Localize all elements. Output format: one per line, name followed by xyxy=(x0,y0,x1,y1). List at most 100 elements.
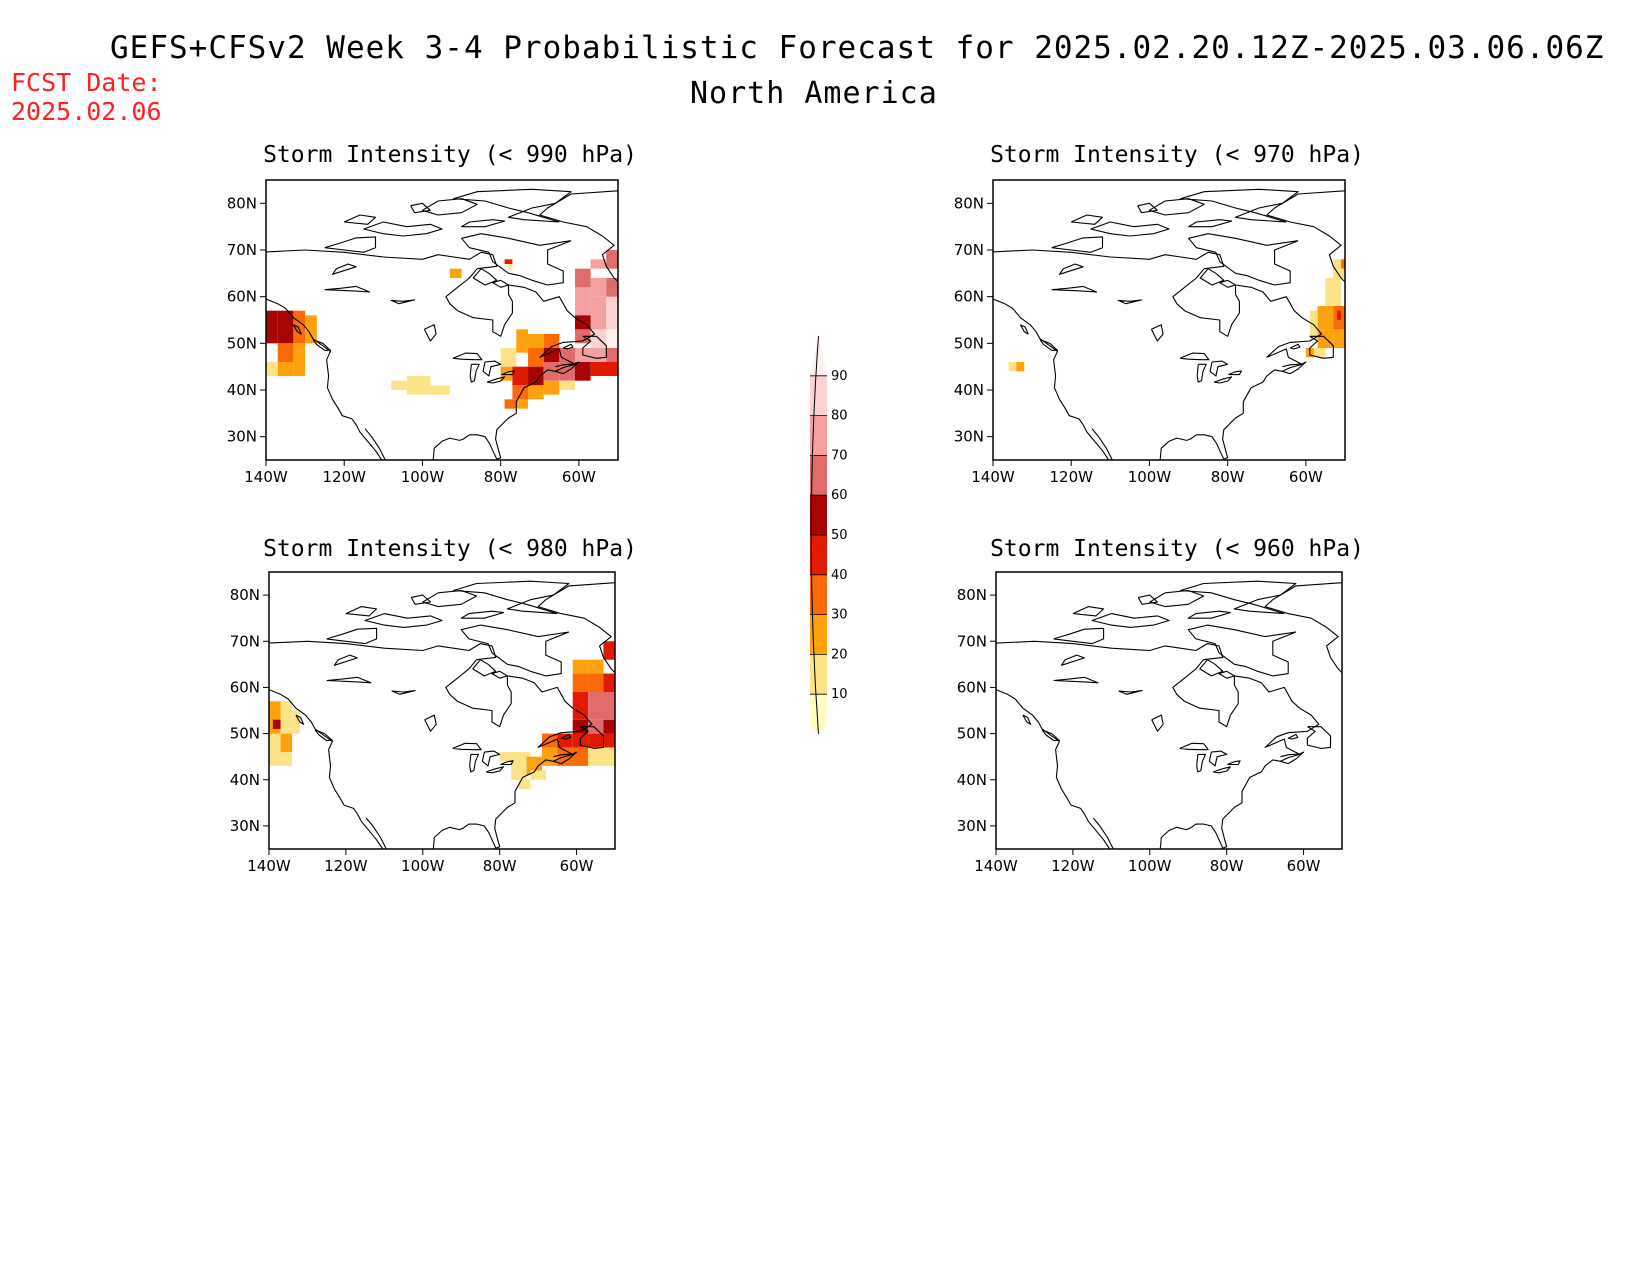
panel-title: Storm Intensity (< 980 hPa) xyxy=(263,536,637,562)
coastline xyxy=(1117,299,1143,305)
map-svg: 30N 40N 50N 60N 70N 80N 140W 120W 100W 80W 60W xyxy=(230,571,616,875)
coastline xyxy=(553,751,578,765)
coastline xyxy=(1289,343,1301,350)
coastline xyxy=(460,610,505,619)
probability-cell xyxy=(572,673,589,693)
probability-cell xyxy=(512,385,529,400)
probability-cell xyxy=(266,362,278,376)
colorbar-label: 90 xyxy=(831,369,848,384)
map-frame xyxy=(265,179,619,461)
lat-tick-label: 50N xyxy=(954,334,984,352)
lon-tick-label: 120W xyxy=(1051,857,1095,875)
lat-tick-label: 80N xyxy=(230,586,260,604)
colorbar-label: 20 xyxy=(831,647,848,662)
probability-cell xyxy=(1333,259,1345,278)
panel-title: Storm Intensity (< 970 hPa) xyxy=(990,142,1364,168)
lon-tick-label: 100W xyxy=(401,468,445,486)
map-panel-970: Storm Intensity (< 970 hPa) 30N 40N 50N 60N… xyxy=(954,142,1387,522)
coastline xyxy=(364,613,443,628)
probability-cell xyxy=(603,719,615,734)
coastline xyxy=(1227,760,1241,766)
lon-tick-label: 60W xyxy=(562,468,596,486)
coastline xyxy=(410,594,432,605)
coastline xyxy=(1053,676,1099,684)
coastline xyxy=(312,339,332,351)
probability-cell xyxy=(557,733,573,748)
probability-cell xyxy=(499,752,516,762)
probability-cell xyxy=(277,362,294,376)
probability-cell xyxy=(588,747,615,766)
probability-cell xyxy=(606,296,618,330)
lat-tick-label: 80N xyxy=(227,194,257,212)
coastline xyxy=(324,285,371,293)
coastline xyxy=(1282,361,1307,375)
coastline xyxy=(491,670,508,679)
coastline xyxy=(331,263,357,275)
coastline xyxy=(1309,335,1334,359)
coastline xyxy=(1039,339,1059,351)
coastline xyxy=(1118,690,1143,695)
probability-cell xyxy=(504,259,513,264)
probability-cell xyxy=(574,268,591,288)
coastline xyxy=(555,361,580,375)
lat-tick-label: 70N xyxy=(227,241,257,259)
coastline xyxy=(1148,198,1205,216)
probability-field xyxy=(269,641,615,789)
coastline xyxy=(1091,613,1170,628)
lon-tick-label: 140W xyxy=(974,857,1018,875)
colorbar-swatch xyxy=(810,614,827,655)
probability-cell xyxy=(528,334,544,348)
probability-cell xyxy=(572,692,589,720)
coastline xyxy=(486,766,505,774)
probability-cell xyxy=(277,343,294,362)
map-svg: 30N 40N 50N 60N 70N 80N 140W 120W 100W 80W 60W xyxy=(954,179,1346,486)
lat-tick-label: 30N xyxy=(227,428,257,446)
coastline xyxy=(1306,726,1332,749)
coastline xyxy=(452,580,570,615)
coastline xyxy=(1208,750,1228,767)
map-panel-990: Storm Intensity (< 990 hPa) 30N 40N 50N 60N… xyxy=(227,142,660,522)
probability-cell xyxy=(603,641,615,660)
probability-cell xyxy=(500,366,513,381)
coastline xyxy=(1280,751,1305,765)
lat-tick-label: 60N xyxy=(230,678,260,696)
coastline xyxy=(424,714,437,732)
lon-tick-label: 100W xyxy=(1128,468,1172,486)
panel-title: Storm Intensity (< 960 hPa) xyxy=(990,536,1364,562)
probability-cell xyxy=(588,692,604,720)
coastline xyxy=(482,360,502,377)
coastline xyxy=(486,376,506,384)
coastline xyxy=(1228,370,1242,376)
probability-cell xyxy=(588,659,604,674)
lat-tick-label: 80N xyxy=(954,194,984,212)
coastline xyxy=(295,714,305,725)
coastline xyxy=(421,198,478,216)
probability-cell xyxy=(572,747,589,766)
lat-tick-label: 80N xyxy=(957,586,987,604)
coastline xyxy=(1187,624,1297,677)
coastline xyxy=(333,654,358,666)
coastline xyxy=(1187,610,1232,619)
coastline xyxy=(1213,766,1232,774)
probability-cell xyxy=(449,268,462,278)
coastline xyxy=(452,742,482,751)
probability-cell xyxy=(590,348,607,362)
lat-tick-label: 60N xyxy=(227,288,257,306)
colorbar-svg: 10 20 30 40 50 60 70 80 90 xyxy=(810,335,848,735)
coastline xyxy=(472,268,498,286)
coastline xyxy=(1053,627,1105,645)
coastlines xyxy=(266,188,618,460)
coastline xyxy=(326,676,372,684)
probability-cell xyxy=(590,296,607,330)
probability-cell xyxy=(406,376,431,395)
probability-cell xyxy=(528,366,544,386)
probability-cell xyxy=(391,380,407,390)
colorbar-swatch xyxy=(810,375,827,416)
probability-cell xyxy=(606,348,618,362)
coastline xyxy=(345,606,378,617)
coastline xyxy=(562,343,574,350)
probability-cell xyxy=(526,756,542,776)
probability-cell xyxy=(293,310,306,344)
lat-tick-label: 70N xyxy=(954,241,984,259)
coastline xyxy=(1090,221,1170,237)
